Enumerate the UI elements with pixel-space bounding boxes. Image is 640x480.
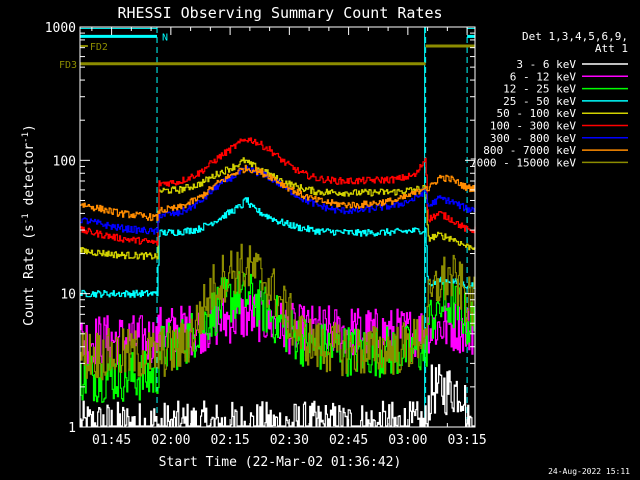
legend-label-1: 3 - 6 keV: [516, 58, 576, 71]
x-tick-label-3: 02:15: [211, 433, 250, 448]
series-line-1: [80, 364, 475, 427]
series-line-4: [80, 197, 476, 298]
x-tick-label-1: 01:45: [92, 433, 131, 448]
y-axis-label-exp1: -1: [21, 213, 31, 224]
fd3-label: FD3: [59, 60, 77, 71]
x-axis-label: Start Time (22-Mar-02 01:36:42): [159, 455, 402, 470]
y-axis-label-close: ): [22, 124, 37, 132]
x-tick-label-6: 03:00: [388, 433, 427, 448]
legend-label-9: 7000 - 15000 keV: [470, 156, 576, 169]
y-axis-label-main: Count Rate (s: [22, 224, 37, 326]
legend-label-5: 50 - 100 keV: [497, 107, 577, 120]
legend-label-4: 25 - 50 keV: [503, 95, 576, 108]
legend-label-6: 100 - 300 keV: [490, 120, 576, 133]
legend-label-3: 12 - 25 keV: [503, 83, 576, 96]
x-tick-label-7: 03:15: [448, 433, 487, 448]
plot-frame: [79, 26, 476, 428]
legend-header-detectors: Det 1,3,4,5,6,9,: [522, 30, 628, 43]
fd2-label: FD2: [90, 42, 108, 53]
y-tick-label-4: 1000: [45, 21, 76, 36]
series-line-9: [80, 243, 476, 381]
legend-label-8: 800 - 7000 keV: [483, 144, 576, 157]
series-layer: [80, 137, 476, 427]
legend-header-attenuator: Att 1: [595, 42, 628, 55]
generation-timestamp: 24-Aug-2022 15:11: [548, 467, 630, 476]
series-line-3: [80, 271, 476, 403]
y-tick-label-3: 100: [53, 154, 76, 169]
chart-title: RHESSI Observing Summary Count Rates: [117, 4, 442, 22]
series-line-6: [80, 137, 476, 246]
y-axis-label-exp2: -1: [21, 132, 31, 143]
y-axis-label-mid: detector: [22, 143, 37, 214]
night-label: N: [162, 32, 168, 43]
series-line-5: [80, 157, 476, 260]
y-tick-label-1: 1: [68, 421, 76, 436]
series-line-8: [80, 164, 476, 222]
y-tick-label-2: 10: [60, 288, 76, 303]
legend-label-2: 6 - 12 keV: [510, 70, 577, 83]
x-tick-label-4: 02:30: [270, 433, 309, 448]
x-tick-label-2: 02:00: [151, 433, 190, 448]
axis-layer: 01:45 02:00 02:15 02:30 02:45 03:00 03:15 1 10 10…: [45, 21, 487, 448]
y-axis-label: Count Rate (s-1 detector-1): [21, 124, 37, 326]
x-tick-label-5: 02:45: [329, 433, 368, 448]
series-line-7: [80, 165, 476, 235]
legend-label-7: 300 - 800 keV: [490, 132, 576, 145]
